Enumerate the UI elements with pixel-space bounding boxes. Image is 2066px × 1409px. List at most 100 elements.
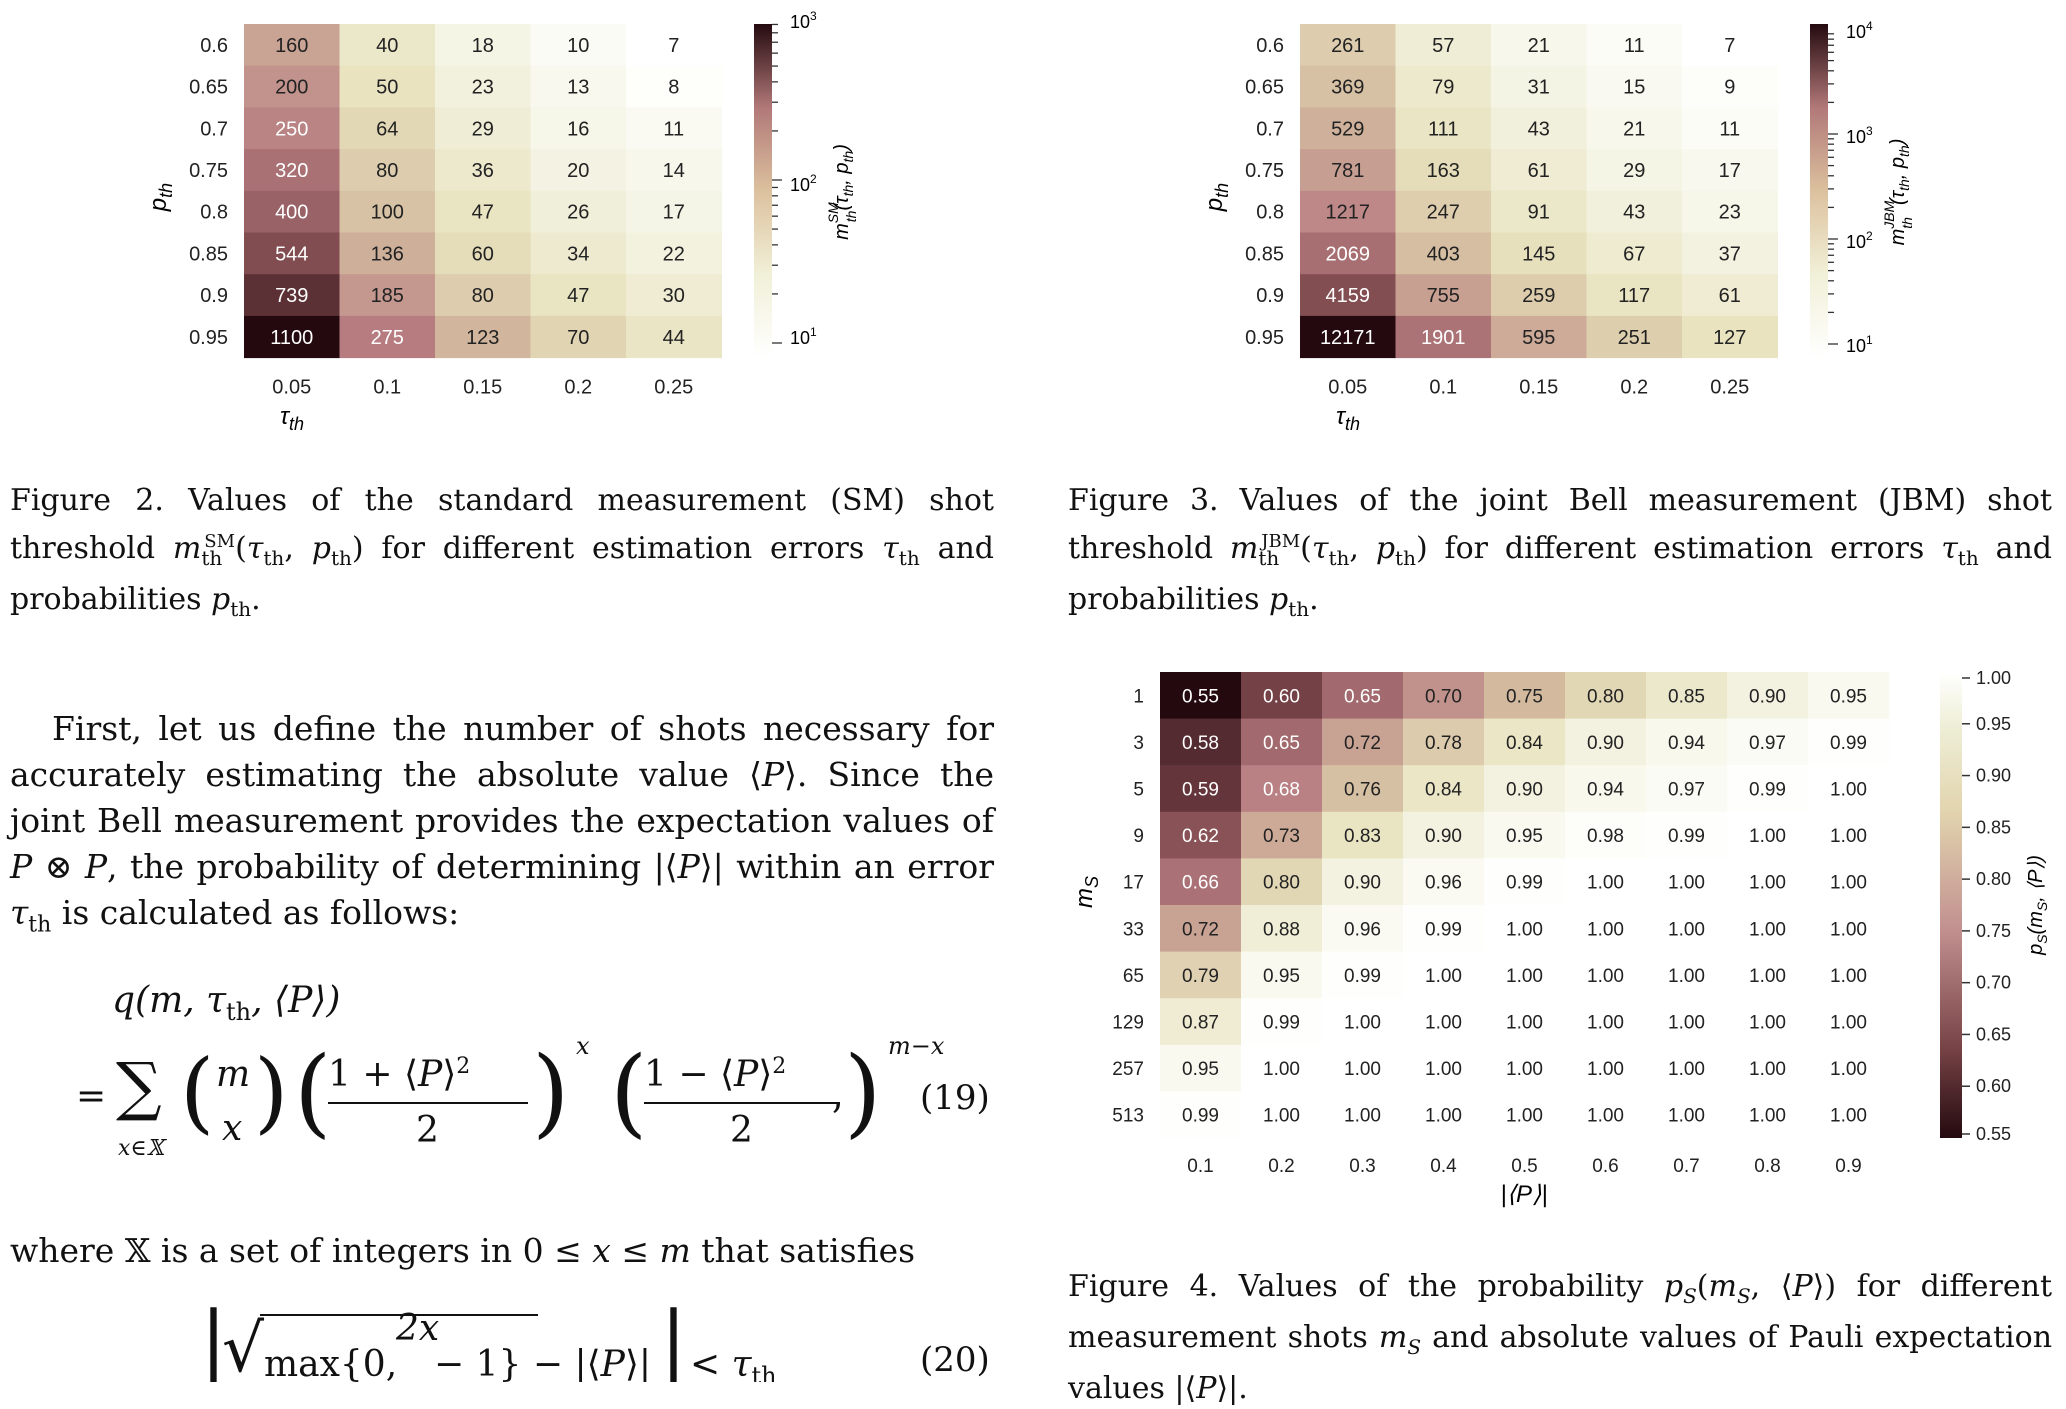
heatmap-cell: [1808, 718, 1890, 766]
heatmap-cell: [1395, 232, 1492, 275]
y-tick-label: 17: [1123, 873, 1144, 894]
heatmap-cell: [1565, 1044, 1647, 1092]
cell-value-label: 1.00: [1587, 966, 1624, 987]
cell-value-label: 0.73: [1263, 826, 1300, 847]
heatmap-cell: [530, 149, 627, 192]
heatmap-cell: [1241, 951, 1323, 999]
heatmap-cell: [1322, 951, 1404, 999]
x-tick-label: 0.15: [1519, 377, 1558, 399]
colorbar-tick-label: 103: [790, 9, 817, 32]
heatmap-cell: [339, 24, 436, 67]
cell-value-label: 0.97: [1749, 733, 1786, 754]
cell-value-label: 12171: [1320, 327, 1376, 349]
x-tick-label: 0.3: [1349, 1156, 1375, 1177]
colorbar-tick-label: 0.75: [1976, 921, 2011, 941]
equation-20: | √ max{0, 2x − 1} − |⟨P⟩| | < τth: [200, 1300, 777, 1382]
heatmap-cell: [244, 24, 340, 67]
cell-value-label: 0.99: [1749, 780, 1786, 801]
heatmap-cell: [530, 65, 627, 108]
heatmap-cell: [1300, 274, 1396, 317]
cell-value-label: 11: [1624, 35, 1645, 57]
cell-value-label: 0.90: [1344, 873, 1381, 894]
heatmap-cell: [1484, 905, 1566, 953]
colorbar-tick-label: 102: [1846, 229, 1873, 252]
x-tick-label: 0.7: [1673, 1156, 1699, 1177]
x-tick-label: 0.15: [463, 377, 502, 399]
cell-value-label: 0.90: [1425, 826, 1462, 847]
cell-value-label: 11: [1719, 118, 1740, 140]
y-tick-label: 0.65: [1245, 77, 1284, 99]
heatmap-cell: [1682, 274, 1778, 317]
heatmap-cell: [1727, 1044, 1809, 1092]
heatmap-cell: [1160, 905, 1242, 953]
heatmap-cell: [1565, 765, 1647, 813]
heatmap-cell: [1682, 190, 1778, 233]
heatmap-cell: [1808, 998, 1890, 1046]
cell-value-label: 20: [567, 160, 589, 182]
cell-value-label: 61: [1528, 160, 1550, 182]
heatmap-cell: [1727, 718, 1809, 766]
cell-value-label: 544: [275, 243, 308, 265]
cell-value-label: 1.00: [1344, 1013, 1381, 1034]
colorbar: [1810, 24, 1828, 358]
heatmap-cell: [1646, 1091, 1728, 1139]
cell-value-label: 1.00: [1749, 1059, 1786, 1080]
cell-value-label: 0.90: [1587, 733, 1624, 754]
heatmap-cell: [1241, 765, 1323, 813]
heatmap-cell: [1727, 1091, 1809, 1139]
y-axis-label: pth: [1201, 183, 1232, 212]
x-tick-label: 0.1: [1429, 377, 1457, 399]
cell-value-label: 22: [663, 243, 685, 265]
heatmap-cell: [1491, 149, 1587, 192]
x-tick-label: 0.25: [1710, 377, 1749, 399]
heatmap-cell: [1395, 65, 1492, 108]
figure-4-heatmap: 0.55 0.60 0.65 0.70 0.75 0.80 0.85 0.90 0.950.58…: [1071, 668, 2050, 1208]
cell-value-label: 60: [472, 243, 494, 265]
cell-value-label: 0.95: [1182, 1059, 1219, 1080]
heatmap-cell: [339, 107, 436, 150]
cell-value-label: 1.00: [1749, 826, 1786, 847]
heatmap-cell: [1322, 718, 1404, 766]
x-axis-label: τth: [280, 403, 304, 434]
cell-value-label: 0.95: [1263, 966, 1300, 987]
cell-value-label: 0.90: [1749, 686, 1786, 707]
colorbar-tick-label: 1.00: [1976, 668, 2011, 688]
cell-value-label: 0.83: [1344, 826, 1381, 847]
heatmap-cell: [244, 107, 340, 150]
heatmap-cell: [1395, 315, 1492, 359]
heatmap-cell: [1484, 998, 1566, 1046]
figure-2-caption: Figure 2. Values of the standard measure…: [10, 483, 994, 621]
cell-value-label: 7: [1724, 35, 1735, 57]
cell-value-label: 1.00: [1830, 966, 1867, 987]
colorbar-tick-label: 0.90: [1976, 766, 2011, 786]
cell-value-label: 0.59: [1182, 780, 1219, 801]
cell-value-label: 200: [275, 77, 308, 99]
cell-value-label: 0.62: [1182, 826, 1219, 847]
heatmap-cell: [1160, 1091, 1242, 1139]
heatmap-cell: [530, 190, 627, 233]
heatmap-cell: [435, 315, 531, 359]
cell-value-label: 1.00: [1506, 1059, 1543, 1080]
cell-value-label: 11: [663, 118, 684, 140]
cell-value-label: 0.80: [1587, 686, 1624, 707]
heatmap-cell: [1565, 718, 1647, 766]
heatmap-cell: [1586, 190, 1683, 233]
colorbar-tick-label: 101: [790, 325, 817, 348]
cell-value-label: 1.00: [1506, 1106, 1543, 1127]
equation-19-number: (19): [920, 1078, 990, 1118]
heatmap-cell: [1586, 315, 1683, 359]
cell-value-label: 0.97: [1668, 780, 1705, 801]
cell-value-label: 17: [1719, 160, 1741, 182]
cell-value-label: 1.00: [1668, 919, 1705, 940]
heatmap-cell: [1727, 951, 1809, 999]
y-tick-label: 0.6: [1256, 35, 1284, 57]
y-tick-label: 5: [1133, 780, 1144, 801]
heatmap-cell: [1646, 765, 1728, 813]
heatmap-cell: [1727, 765, 1809, 813]
heatmap-cell: [1322, 765, 1404, 813]
cell-value-label: 0.99: [1182, 1106, 1219, 1127]
colorbar-tick-label: 0.80: [1976, 869, 2011, 889]
cell-value-label: 1.00: [1830, 1106, 1867, 1127]
x-tick-label: 0.2: [1620, 377, 1648, 399]
heatmap-cell: [1491, 315, 1587, 359]
